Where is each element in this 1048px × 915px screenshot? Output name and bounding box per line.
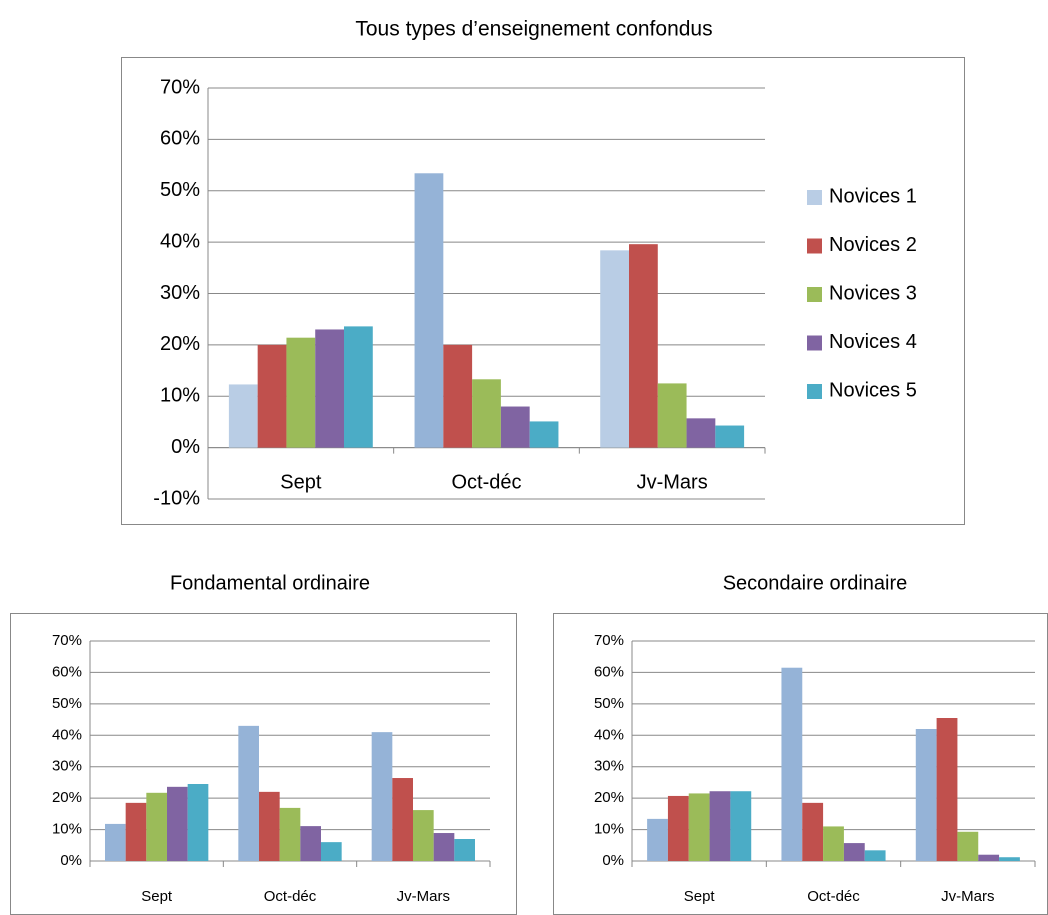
legend-swatch <box>807 190 822 205</box>
bar <box>647 818 668 861</box>
x-tick-label: Jv-Mars <box>637 471 708 493</box>
bar <box>443 344 473 448</box>
y-tick-label: -10% <box>153 487 200 509</box>
bar <box>864 850 886 861</box>
y-tick-label: 50% <box>52 695 82 712</box>
bar <box>472 379 501 448</box>
y-tick-label: 40% <box>160 230 200 252</box>
x-tick-label: Oct-déc <box>451 471 521 493</box>
x-tick-label: Jv-Mars <box>941 888 994 905</box>
y-tick-label: 10% <box>160 385 200 407</box>
legend-swatch <box>807 384 822 399</box>
bar <box>957 831 979 861</box>
bar <box>257 344 287 448</box>
bar <box>688 793 710 861</box>
bar <box>321 842 342 861</box>
bar <box>146 792 167 861</box>
y-tick-label: 10% <box>52 821 82 838</box>
bar <box>259 791 280 861</box>
legend-swatch <box>807 287 822 302</box>
bar <box>999 857 1020 861</box>
y-tick-label: 0% <box>171 436 200 458</box>
y-tick-label: 50% <box>594 695 624 712</box>
chart-frame <box>121 57 965 525</box>
bar <box>667 795 689 861</box>
y-tick-label: 20% <box>160 333 200 355</box>
y-tick-label: 70% <box>594 632 624 649</box>
y-tick-label: 70% <box>52 632 82 649</box>
bar <box>125 802 147 861</box>
bar <box>286 337 316 448</box>
legend-label: Novices 5 <box>829 379 917 401</box>
x-tick-label: Sept <box>280 471 322 493</box>
y-tick-label: 30% <box>160 282 200 304</box>
chart-title: Fondamental ordinaire <box>170 572 370 594</box>
bar <box>802 802 824 861</box>
bar <box>413 810 434 861</box>
bar <box>371 732 393 861</box>
bar <box>392 778 413 861</box>
bar <box>709 791 731 861</box>
bar <box>657 383 687 448</box>
y-tick-label: 60% <box>52 663 82 680</box>
bar <box>843 843 865 861</box>
bar <box>433 833 455 861</box>
y-tick-label: 50% <box>160 179 200 201</box>
x-tick-label: Oct-déc <box>264 888 317 905</box>
x-tick-label: Sept <box>141 888 173 905</box>
x-tick-label: Oct-déc <box>807 888 860 905</box>
y-tick-label: 30% <box>594 758 624 775</box>
x-tick-label: Jv-Mars <box>397 888 450 905</box>
bar <box>823 826 844 861</box>
chart-title: Tous types d’enseignement confondus <box>355 18 712 41</box>
y-tick-label: 20% <box>594 789 624 806</box>
bar <box>167 786 188 861</box>
bar <box>414 173 444 448</box>
bar <box>730 791 752 861</box>
legend-label: Novices 2 <box>829 234 917 256</box>
bar <box>454 839 475 861</box>
legend-swatch <box>807 335 822 351</box>
y-tick-label: 30% <box>52 758 82 775</box>
bar <box>628 244 658 448</box>
bar <box>529 421 559 448</box>
y-tick-label: 60% <box>594 663 624 680</box>
legend-swatch <box>807 238 822 254</box>
legend-label: Novices 4 <box>829 331 917 353</box>
bar <box>315 329 345 448</box>
bar <box>978 854 1000 861</box>
bar <box>600 250 629 448</box>
bar <box>344 326 373 448</box>
bar <box>781 667 803 861</box>
bar <box>936 718 958 861</box>
y-tick-label: 40% <box>52 726 82 743</box>
y-tick-label: 20% <box>52 789 82 806</box>
y-tick-label: 40% <box>594 726 624 743</box>
chart-title: Secondaire ordinaire <box>723 572 908 594</box>
bar <box>300 826 321 861</box>
bar <box>228 384 258 448</box>
bar <box>500 406 530 448</box>
legend-label: Novices 1 <box>829 185 917 207</box>
x-tick-label: Sept <box>684 888 716 905</box>
bar <box>915 729 937 861</box>
y-tick-label: 0% <box>602 852 624 869</box>
y-tick-label: 60% <box>160 128 200 150</box>
bar <box>686 418 716 448</box>
y-tick-label: 10% <box>594 821 624 838</box>
bar <box>238 725 259 861</box>
chart-frame <box>10 613 517 915</box>
bar <box>105 823 126 861</box>
legend-label: Novices 3 <box>829 282 917 304</box>
bar <box>279 807 301 861</box>
bar <box>187 784 209 861</box>
bar <box>715 425 745 448</box>
y-tick-label: 70% <box>160 76 200 98</box>
y-tick-label: 0% <box>60 852 82 869</box>
